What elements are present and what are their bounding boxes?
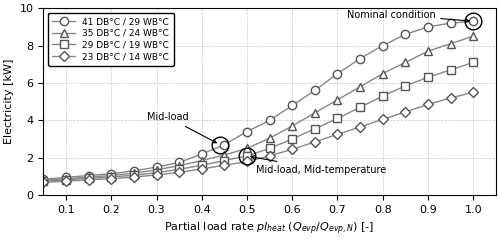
23 DB°C / 14 WB°C <box>380 118 386 121</box>
Line: 41 DB°C / 29 WB°C: 41 DB°C / 29 WB°C <box>40 17 478 183</box>
29 DB°C / 19 WB°C <box>402 84 408 87</box>
Text: Nominal condition: Nominal condition <box>346 9 469 23</box>
35 DB°C / 24 WB°C <box>176 164 182 167</box>
23 DB°C / 14 WB°C <box>131 176 137 179</box>
23 DB°C / 14 WB°C <box>266 154 272 157</box>
35 DB°C / 24 WB°C <box>108 174 114 177</box>
41 DB°C / 29 WB°C <box>131 169 137 172</box>
29 DB°C / 19 WB°C <box>380 95 386 98</box>
29 DB°C / 19 WB°C <box>334 117 340 120</box>
41 DB°C / 29 WB°C <box>244 130 250 133</box>
41 DB°C / 29 WB°C <box>154 166 160 168</box>
29 DB°C / 19 WB°C <box>199 164 205 167</box>
41 DB°C / 29 WB°C <box>266 119 272 122</box>
29 DB°C / 19 WB°C <box>154 171 160 174</box>
35 DB°C / 24 WB°C <box>154 168 160 171</box>
41 DB°C / 29 WB°C <box>290 104 296 107</box>
29 DB°C / 19 WB°C <box>86 177 91 180</box>
35 DB°C / 24 WB°C <box>357 85 363 88</box>
35 DB°C / 24 WB°C <box>425 50 431 53</box>
41 DB°C / 29 WB°C <box>448 22 454 25</box>
35 DB°C / 24 WB°C <box>402 61 408 64</box>
23 DB°C / 14 WB°C <box>222 164 228 167</box>
Text: Mid-load, Mid-temperature: Mid-load, Mid-temperature <box>251 155 386 175</box>
41 DB°C / 29 WB°C <box>312 89 318 92</box>
23 DB°C / 14 WB°C <box>40 181 46 184</box>
23 DB°C / 14 WB°C <box>334 133 340 136</box>
35 DB°C / 24 WB°C <box>334 98 340 101</box>
35 DB°C / 24 WB°C <box>290 125 296 127</box>
41 DB°C / 29 WB°C <box>334 72 340 75</box>
Legend: 41 DB°C / 29 WB°C, 35 DB°C / 24 WB°C, 29 DB°C / 19 WB°C, 23 DB°C / 14 WB°C: 41 DB°C / 29 WB°C, 35 DB°C / 24 WB°C, 29… <box>48 13 174 66</box>
35 DB°C / 24 WB°C <box>40 179 46 182</box>
23 DB°C / 14 WB°C <box>357 126 363 128</box>
Line: 35 DB°C / 24 WB°C: 35 DB°C / 24 WB°C <box>40 32 478 184</box>
29 DB°C / 19 WB°C <box>63 178 69 181</box>
23 DB°C / 14 WB°C <box>108 177 114 180</box>
Y-axis label: Electricity [kW]: Electricity [kW] <box>4 59 14 144</box>
29 DB°C / 19 WB°C <box>425 76 431 79</box>
23 DB°C / 14 WB°C <box>448 96 454 99</box>
35 DB°C / 24 WB°C <box>131 172 137 174</box>
23 DB°C / 14 WB°C <box>290 148 296 151</box>
41 DB°C / 29 WB°C <box>63 176 69 179</box>
35 DB°C / 24 WB°C <box>244 147 250 150</box>
Line: 23 DB°C / 14 WB°C: 23 DB°C / 14 WB°C <box>40 89 476 186</box>
23 DB°C / 14 WB°C <box>199 167 205 170</box>
29 DB°C / 19 WB°C <box>448 68 454 71</box>
41 DB°C / 29 WB°C <box>357 57 363 60</box>
23 DB°C / 14 WB°C <box>176 171 182 174</box>
35 DB°C / 24 WB°C <box>63 177 69 180</box>
23 DB°C / 14 WB°C <box>470 91 476 94</box>
35 DB°C / 24 WB°C <box>312 111 318 114</box>
29 DB°C / 19 WB°C <box>312 127 318 130</box>
41 DB°C / 29 WB°C <box>425 25 431 28</box>
29 DB°C / 19 WB°C <box>176 168 182 171</box>
35 DB°C / 24 WB°C <box>470 35 476 38</box>
29 DB°C / 19 WB°C <box>470 61 476 64</box>
Text: Mid-load: Mid-load <box>148 112 216 143</box>
41 DB°C / 29 WB°C <box>380 44 386 47</box>
41 DB°C / 29 WB°C <box>222 143 228 146</box>
Line: 29 DB°C / 19 WB°C: 29 DB°C / 19 WB°C <box>40 58 478 185</box>
29 DB°C / 19 WB°C <box>290 138 296 141</box>
29 DB°C / 19 WB°C <box>222 159 228 162</box>
35 DB°C / 24 WB°C <box>222 154 228 156</box>
29 DB°C / 19 WB°C <box>40 180 46 183</box>
35 DB°C / 24 WB°C <box>266 137 272 140</box>
23 DB°C / 14 WB°C <box>63 180 69 183</box>
29 DB°C / 19 WB°C <box>266 147 272 150</box>
41 DB°C / 29 WB°C <box>470 20 476 23</box>
23 DB°C / 14 WB°C <box>425 103 431 106</box>
41 DB°C / 29 WB°C <box>176 161 182 164</box>
29 DB°C / 19 WB°C <box>244 154 250 157</box>
41 DB°C / 29 WB°C <box>86 174 91 177</box>
23 DB°C / 14 WB°C <box>402 111 408 114</box>
35 DB°C / 24 WB°C <box>380 72 386 75</box>
23 DB°C / 14 WB°C <box>244 160 250 163</box>
35 DB°C / 24 WB°C <box>86 176 91 179</box>
41 DB°C / 29 WB°C <box>108 172 114 175</box>
41 DB°C / 29 WB°C <box>199 153 205 155</box>
X-axis label: Partial load rate $pl_{heat}$ $(Q_{evp}/Q_{evp,N})$ [-]: Partial load rate $pl_{heat}$ $(Q_{evp}/… <box>164 221 375 237</box>
29 DB°C / 19 WB°C <box>357 106 363 109</box>
23 DB°C / 14 WB°C <box>312 141 318 143</box>
35 DB°C / 24 WB°C <box>448 42 454 45</box>
41 DB°C / 29 WB°C <box>40 178 46 181</box>
23 DB°C / 14 WB°C <box>154 174 160 176</box>
35 DB°C / 24 WB°C <box>199 159 205 162</box>
29 DB°C / 19 WB°C <box>108 176 114 179</box>
41 DB°C / 29 WB°C <box>402 33 408 36</box>
29 DB°C / 19 WB°C <box>131 174 137 177</box>
23 DB°C / 14 WB°C <box>86 178 91 181</box>
